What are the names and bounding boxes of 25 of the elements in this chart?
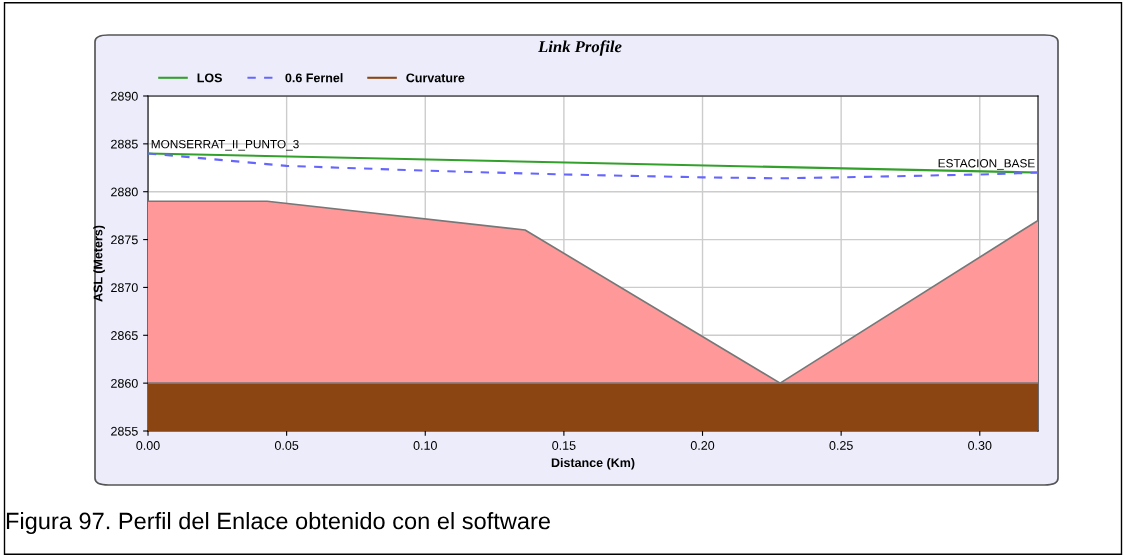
x-tick-label: 0.10 [413,441,437,450]
y-axis-title: ASL (Meters) [93,225,105,302]
x-tick-label: 0.15 [552,441,576,450]
legend-label: Curvature [406,73,465,83]
y-tick-label: 2870 [111,283,138,293]
text: Figura 97. Perfil del Enlace obtenido con el software [6,511,550,534]
x-tick-label: 0.00 [136,441,160,450]
chart-title: Link Profile [537,40,622,56]
y-tick-label: 2875 [111,235,138,245]
y-tick-label: 2890 [111,91,138,101]
x-tick-label: 0.05 [274,441,299,450]
y-tick-label: 2865 [111,331,138,340]
y-tick-label: 2855 [111,426,138,436]
x-axis-title: Distance (Km) [551,457,635,470]
annotation: MONSERRAT_II_PUNTO_3 [151,139,299,151]
legend-label: LOS [197,73,222,83]
x-tick-label: 0.30 [968,441,992,450]
y-tick-label: 2880 [111,187,138,197]
x-tick-label: 0.20 [690,441,715,450]
y-tick-label: 2860 [111,378,138,388]
x-tick-label: 0.25 [829,441,853,450]
line-series [148,152,1038,180]
legend-label: 0.6 Fernel [285,73,343,83]
y-tick-label: 2885 [111,139,138,149]
annotation: ESTACION_BASE [938,159,1035,170]
